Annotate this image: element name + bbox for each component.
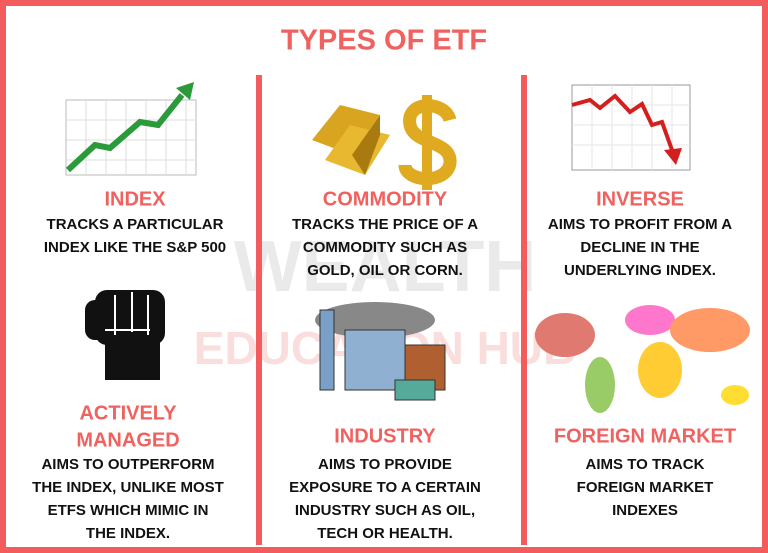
card-title: INDUSTRY <box>334 425 436 447</box>
card-description: INDUSTRY SUCH AS OIL, <box>295 502 475 519</box>
divider <box>256 75 262 545</box>
card-description: AIMS TO PROVIDE <box>318 456 452 473</box>
card-title: FOREIGN MARKET <box>554 425 736 447</box>
card-title: ACTIVELY <box>79 402 177 424</box>
card-description: INDEX LIKE THE S&P 500 <box>44 239 226 256</box>
card-description: TRACKS A PARTICULAR <box>47 216 224 233</box>
card-description: ETFS WHICH MIMIC IN <box>48 502 209 519</box>
card-description: THE INDEX, UNLIKE MOST <box>32 479 224 496</box>
card-title: COMMODITY <box>323 188 448 210</box>
cards: INDEX TRACKS A PARTICULAR INDEX LIKE THE S… <box>32 188 736 542</box>
inverse-icon <box>571 84 691 171</box>
factory-icon <box>315 302 446 401</box>
card-description: COMMODITY SUCH AS <box>303 239 467 256</box>
card-description: THE INDEX. <box>86 525 170 542</box>
card-description: AIMS TO PROFIT FROM A <box>548 216 732 233</box>
divider <box>521 75 527 545</box>
fist-icon <box>85 290 165 380</box>
card-description: FOREIGN MARKET <box>577 479 714 496</box>
page-title: TYPES OF ETF <box>281 25 487 57</box>
card-description: UNDERLYING INDEX. <box>564 262 716 279</box>
card-description: TRACKS THE PRICE OF A <box>292 216 478 233</box>
world-map-icon <box>535 305 750 413</box>
card-description: GOLD, OIL OR CORN. <box>307 262 463 279</box>
card-description: DECLINE IN THE <box>580 239 699 256</box>
card-title: INVERSE <box>596 188 684 210</box>
watermark-text: WEALTH <box>234 227 537 307</box>
card-description: INDEXES <box>612 502 678 519</box>
index-icon <box>65 82 197 176</box>
card-description: EXPOSURE TO A CERTAIN <box>289 479 481 496</box>
commodity-icon <box>312 95 457 190</box>
card-title: INDEX <box>104 188 166 210</box>
card-title: MANAGED <box>76 429 179 451</box>
card-description: AIMS TO OUTPERFORM <box>41 456 214 473</box>
card-description: AIMS TO TRACK <box>586 456 705 473</box>
card-description: TECH OR HEALTH. <box>317 525 453 542</box>
